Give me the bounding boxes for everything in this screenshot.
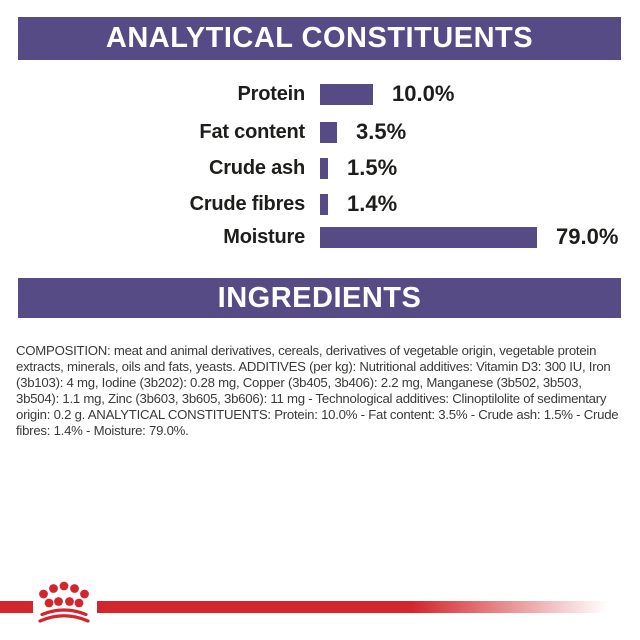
chart-bar: [320, 193, 328, 215]
chart-row: Crude ash 1.5%: [0, 155, 398, 180]
chart-row: Fat content 3.5%: [0, 119, 407, 144]
chart-row: Moisture 79.0%: [0, 224, 619, 249]
chart-category-label: Crude ash: [208, 156, 305, 179]
chart-category-label: Protein: [237, 82, 306, 105]
chart-value-label: 3.5%: [356, 119, 407, 144]
chart-category-label: Moisture: [223, 225, 305, 248]
chart-bar: [320, 157, 328, 179]
analytical-constituents-title: ANALYTICAL CONSTITUENTS: [105, 22, 534, 54]
chart-bar: [320, 121, 337, 143]
chart-value-label: 79.0%: [556, 224, 619, 249]
chart-row: Crude fibres 1.4%: [0, 191, 398, 216]
footer-red-stripe-left: [0, 601, 33, 613]
chart-category-label: Fat content: [199, 120, 305, 143]
footer-red-stripe-right: [97, 601, 640, 613]
composition-paragraph: COMPOSITION: meat and animal derivatives…: [16, 343, 619, 438]
chart-value-label: 1.5%: [347, 155, 398, 180]
chart-row: Protein 10.0%: [0, 81, 455, 106]
chart-category-label: Crude fibres: [189, 192, 306, 215]
analytical-constituents-banner: ANALYTICAL CONSTITUENTS: [18, 17, 621, 60]
royal-canin-crown-icon: [38, 581, 90, 623]
chart-bar: [320, 83, 373, 105]
chart-value-label: 10.0%: [392, 81, 455, 106]
chart-bar: [320, 226, 537, 248]
analytical-constituents-bar-chart: Protein 10.0% Fat content 3.5% Crude ash 1.5%…: [0, 0, 640, 260]
ingredients-banner: INGREDIENTS: [18, 278, 621, 318]
ingredients-title: INGREDIENTS: [217, 281, 422, 314]
chart-value-label: 1.4%: [347, 191, 398, 216]
